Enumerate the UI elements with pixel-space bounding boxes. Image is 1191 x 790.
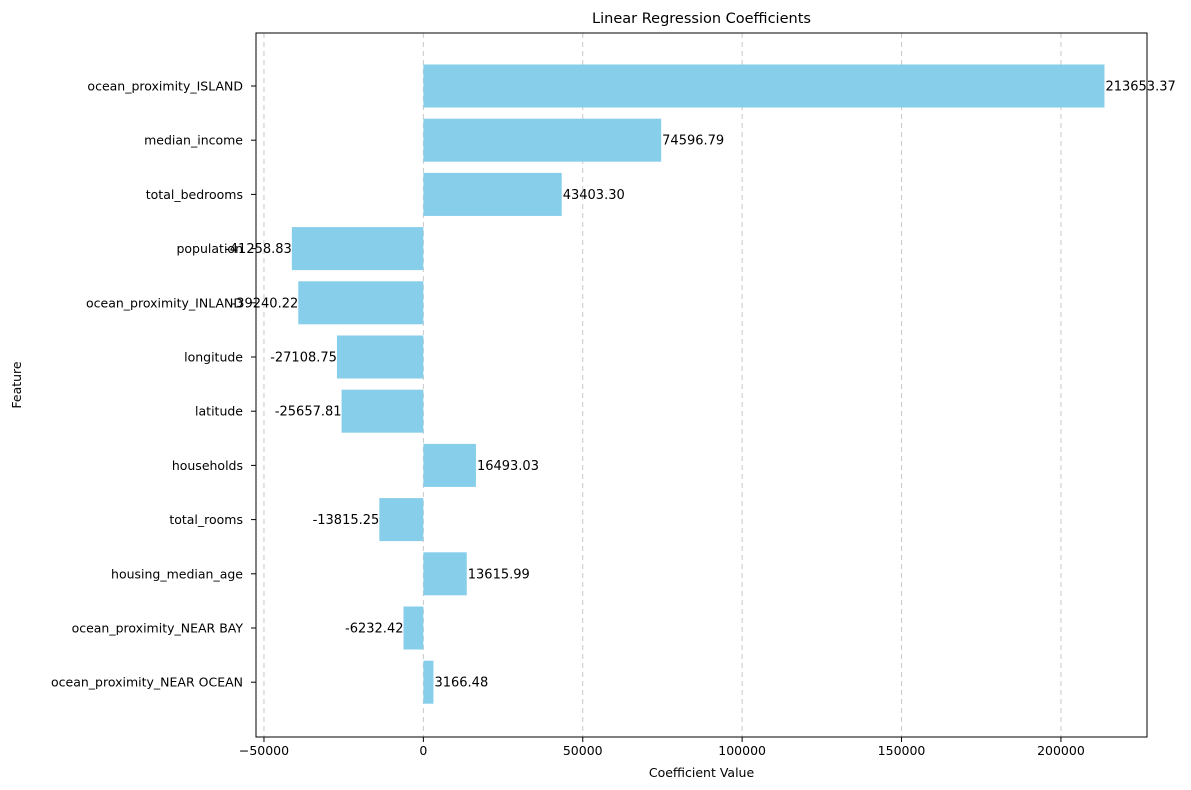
bar bbox=[423, 118, 662, 162]
data-label: 16493.03 bbox=[477, 459, 539, 474]
tick-layer: −50000 0 50000 100000 150000 200000 ocean_prox… bbox=[51, 79, 1085, 759]
x-axis-label: Coefficient Value bbox=[649, 765, 755, 780]
y-tick-label: households bbox=[172, 458, 243, 473]
bar bbox=[336, 335, 424, 379]
data-label: 213653.37 bbox=[1105, 80, 1175, 95]
data-label: 43403.30 bbox=[563, 188, 625, 203]
data-label: 74596.79 bbox=[662, 134, 724, 149]
plot-frame bbox=[255, 32, 1148, 738]
y-axis-label: Feature bbox=[9, 361, 24, 409]
x-tick-label: 150000 bbox=[878, 743, 926, 758]
bar bbox=[423, 172, 562, 216]
y-tick-label: total_rooms bbox=[169, 512, 243, 527]
bar bbox=[379, 498, 424, 542]
label-layer: 213653.37 74596.79 43403.30 -41258.83 -39240… bbox=[225, 80, 1176, 691]
bar bbox=[403, 606, 424, 650]
x-tick-label: −50000 bbox=[239, 743, 289, 758]
x-tick-label: 200000 bbox=[1037, 743, 1085, 758]
y-tick-label: housing_median_age bbox=[111, 566, 243, 581]
bar-layer bbox=[291, 64, 1105, 704]
x-tick-label: 0 bbox=[419, 743, 427, 758]
y-tick-label: median_income bbox=[144, 133, 243, 148]
y-tick-label: ocean_proximity_NEAR BAY bbox=[72, 621, 244, 636]
bar bbox=[291, 227, 424, 271]
bar bbox=[423, 660, 434, 704]
y-tick-label: longitude bbox=[184, 350, 243, 365]
chart-title: Linear Regression Coefficients bbox=[592, 11, 811, 27]
y-tick-label: total_bedrooms bbox=[146, 187, 243, 202]
data-label: -41258.83 bbox=[225, 242, 292, 257]
y-tick-label: ocean_proximity_ISLAND bbox=[87, 79, 243, 94]
y-tick-label: population bbox=[176, 241, 243, 256]
data-label: 3166.48 bbox=[434, 676, 488, 691]
bar bbox=[423, 64, 1105, 108]
y-tick-label: latitude bbox=[195, 404, 243, 419]
y-tick-label: ocean_proximity_INLAND bbox=[86, 295, 243, 310]
data-label: -6232.42 bbox=[345, 622, 403, 637]
data-label: -27108.75 bbox=[270, 351, 337, 366]
bar bbox=[423, 443, 476, 487]
y-tick-label: ocean_proximity_NEAR OCEAN bbox=[51, 675, 243, 690]
bar bbox=[298, 281, 424, 325]
data-label: -13815.25 bbox=[313, 513, 380, 528]
data-label: -25657.81 bbox=[275, 405, 342, 420]
bar bbox=[423, 552, 467, 596]
bar bbox=[341, 389, 424, 433]
x-tick-label: 100000 bbox=[718, 743, 766, 758]
data-label: -39240.22 bbox=[232, 296, 299, 311]
data-label: 13615.99 bbox=[468, 567, 530, 582]
x-tick-label: 50000 bbox=[563, 743, 603, 758]
